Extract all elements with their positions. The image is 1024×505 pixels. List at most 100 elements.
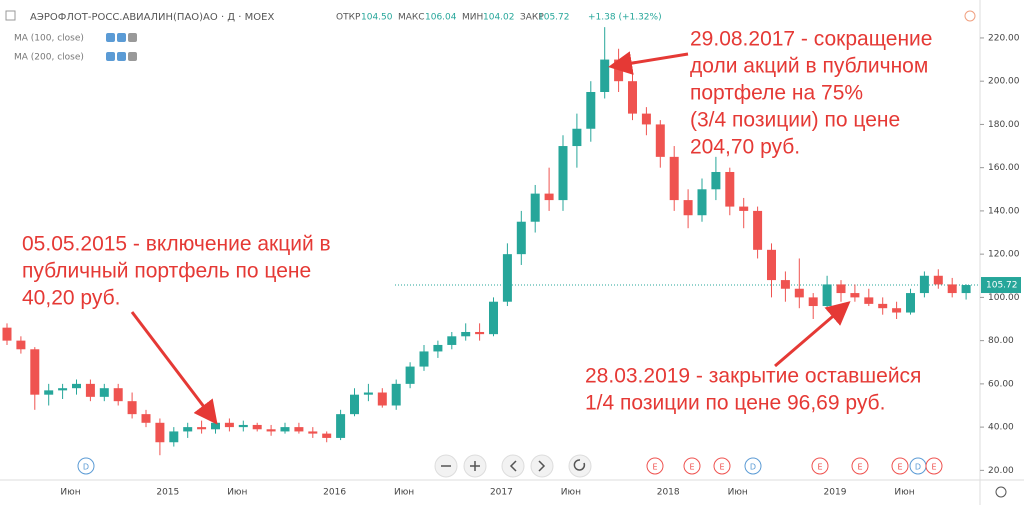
indicator-button (106, 52, 115, 61)
candle-body (405, 366, 415, 384)
candle-body (489, 301, 498, 335)
event-marker-label: E (857, 463, 862, 472)
x-tick-label: Июн (60, 488, 80, 498)
header-close: 105.72 (538, 13, 570, 23)
annotation-text: 05.05.2015 - включение акций в (22, 233, 331, 256)
candle-body (600, 59, 610, 92)
candle-body (586, 91, 596, 129)
candle-body (628, 81, 637, 114)
last-price-box (981, 277, 1021, 294)
candle-body (16, 340, 26, 350)
y-tick-label: 140.00 (988, 206, 1020, 216)
candle-body (141, 414, 151, 423)
indicator-button (117, 33, 126, 42)
candle-body (947, 284, 957, 294)
candle-body (725, 171, 735, 207)
annotation-arrow (774, 301, 851, 368)
x-tick-label: 2017 (490, 488, 513, 498)
candle-body (461, 331, 471, 337)
reset-button[interactable] (568, 454, 592, 478)
candle-body (767, 249, 776, 281)
candle-body (502, 254, 512, 302)
candle-body (211, 422, 220, 430)
event-marker (646, 457, 664, 475)
x-tick-label: Июн (728, 488, 748, 498)
collapse-icon[interactable] (5, 10, 16, 21)
candle-body (419, 351, 429, 367)
y-tick-label: 160.00 (988, 163, 1020, 173)
y-tick-label: 180.00 (988, 120, 1020, 130)
candle-body (753, 210, 763, 250)
candle-body (544, 193, 554, 201)
candle-body (669, 156, 679, 201)
candle-body (655, 124, 665, 157)
header-high-label: МАКС (398, 13, 425, 23)
right-icon (538, 460, 546, 472)
candle-body (558, 146, 568, 201)
header-low: 104.02 (483, 13, 515, 23)
candle-body (224, 422, 234, 428)
y-tick-label: 20.00 (988, 466, 1014, 476)
y-tick-label: 100.00 (988, 293, 1020, 303)
nav-buttons (434, 454, 592, 478)
header-change: +1.38 (+1.32%) (588, 13, 662, 23)
settings-icon[interactable] (995, 486, 1007, 498)
reset-icon (573, 459, 586, 471)
annotation-text: 204,70 руб. (690, 136, 800, 159)
candle-body (739, 206, 749, 211)
candle-body (336, 414, 346, 438)
indicator-label: MA (100, close) (14, 34, 84, 44)
candle-body (641, 113, 651, 125)
event-marker-label: E (931, 463, 936, 472)
event-marker-label: E (689, 463, 694, 472)
event-marker-label: D (750, 463, 756, 472)
event-marker-label: E (652, 463, 657, 472)
candle-body (475, 331, 485, 335)
annotation-text: 28.03.2019 - закрытие оставшейся (585, 365, 921, 388)
alert-icon[interactable] (964, 10, 976, 22)
candle-body (169, 431, 179, 443)
event-marker (713, 457, 731, 475)
indicator-button (117, 52, 126, 61)
annotation-text: портфеле на 75% (690, 82, 863, 105)
header-high: 106.04 (425, 13, 457, 23)
event-marker-label: E (719, 463, 724, 472)
scroll-left-button[interactable] (501, 454, 525, 478)
indicator-label: MA (200, close) (14, 53, 84, 63)
annotation-arrow (608, 51, 689, 75)
event-marker (851, 457, 869, 475)
event-marker (77, 457, 95, 475)
x-tick-label: 2019 (824, 488, 847, 498)
header-close-label: ЗАКР (520, 13, 544, 23)
event-marker (811, 457, 829, 475)
event-marker (891, 457, 909, 475)
candle-body (530, 193, 540, 222)
candle-body (280, 427, 290, 432)
candle-body (433, 344, 443, 352)
indicator-button (128, 52, 137, 61)
candle-body (2, 327, 12, 341)
event-marker-label: D (915, 463, 921, 472)
candle-body (72, 383, 81, 389)
candle-body (447, 336, 457, 345)
candle-body (794, 288, 804, 298)
x-tick-label: Июн (227, 488, 247, 498)
plus-icon (470, 461, 480, 471)
candle-body (363, 392, 373, 395)
candle-body (711, 171, 721, 190)
x-tick-label: Июн (394, 488, 414, 498)
candle-body (808, 297, 818, 307)
candle-body (252, 424, 262, 430)
candle-body (919, 275, 929, 294)
x-tick-label: 2015 (156, 488, 179, 498)
indicator-button (128, 33, 137, 42)
candle-body (30, 349, 40, 395)
x-tick-label: Июн (894, 488, 914, 498)
candle-body (308, 431, 318, 434)
x-tick-label: 2018 (657, 488, 680, 498)
annotation-text: публичный портфель по цене (22, 260, 311, 283)
annotation-text: 29.08.2017 - сокращение (690, 28, 932, 51)
candle-body (155, 422, 165, 443)
scroll-right-button[interactable] (530, 454, 554, 478)
